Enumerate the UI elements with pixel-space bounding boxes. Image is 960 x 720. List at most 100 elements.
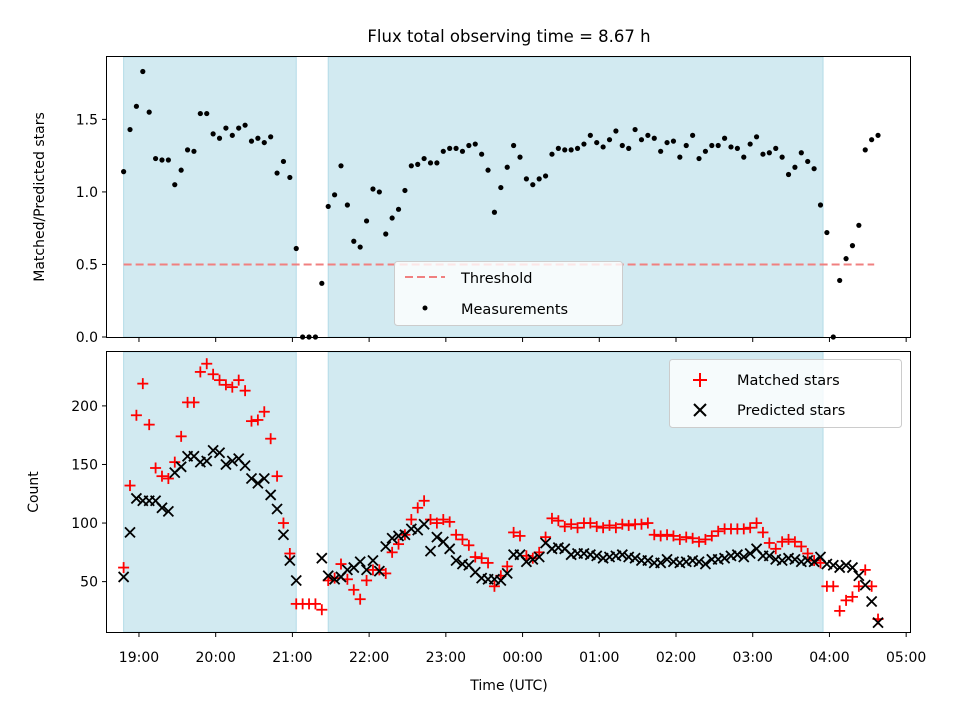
top-plot-frame bbox=[106, 56, 911, 338]
predicted-star-point bbox=[655, 557, 667, 569]
predicted-star-point bbox=[693, 556, 705, 568]
measurement-point bbox=[498, 184, 504, 191]
measurement-point bbox=[159, 157, 165, 163]
measurement-point bbox=[140, 68, 146, 75]
matched-star-point bbox=[386, 546, 398, 558]
measurement-point bbox=[677, 154, 683, 160]
matched-star-point bbox=[604, 519, 616, 531]
y-tick-label: 150 bbox=[71, 457, 98, 473]
measurement-point bbox=[766, 150, 772, 156]
measurement-point bbox=[811, 166, 817, 172]
predicted-star-point bbox=[718, 552, 731, 564]
measurement-point bbox=[574, 145, 581, 151]
matched-star-point bbox=[789, 536, 801, 548]
measurement-point bbox=[670, 138, 677, 144]
matched-star-point bbox=[648, 529, 660, 541]
predicted-star-point bbox=[444, 543, 456, 555]
measurement-point bbox=[600, 144, 606, 150]
matched-star-point bbox=[655, 530, 667, 542]
matched-star-point bbox=[661, 529, 673, 541]
matched-star-point bbox=[412, 502, 424, 514]
y-tick-label: 0.5 bbox=[76, 257, 98, 273]
measurement-point bbox=[875, 132, 881, 138]
matched-star-point bbox=[284, 548, 296, 560]
measurement-point bbox=[523, 176, 530, 182]
y-tick-label: 200 bbox=[71, 399, 98, 415]
matched-star-point bbox=[642, 517, 654, 529]
predicted-star-point bbox=[808, 556, 820, 568]
measurement-point bbox=[849, 243, 856, 249]
measurement-point bbox=[626, 145, 632, 151]
predicted-star-point bbox=[834, 561, 846, 574]
predicted-star-point bbox=[763, 550, 775, 562]
y-tick-label: 100 bbox=[71, 516, 98, 532]
matched-star-point bbox=[706, 530, 718, 542]
measurement-point bbox=[178, 167, 184, 173]
measurement-point bbox=[536, 176, 542, 182]
matched-star-point bbox=[469, 551, 481, 563]
matched-star-point bbox=[552, 515, 564, 527]
matched-star-point bbox=[738, 523, 750, 535]
measurement-point bbox=[562, 147, 568, 153]
matched-star-point bbox=[194, 366, 206, 378]
matched-star-point bbox=[425, 514, 437, 526]
predicted-star-point bbox=[629, 552, 641, 564]
measurement-point bbox=[843, 256, 849, 262]
predicted-star-point bbox=[386, 532, 398, 544]
predicted-star-point bbox=[616, 549, 628, 561]
matched-star-point bbox=[245, 415, 257, 427]
predicted-star-point bbox=[424, 545, 437, 557]
matched-star-point bbox=[687, 532, 699, 544]
predicted-star-point bbox=[840, 559, 852, 571]
predicted-star-point bbox=[866, 595, 878, 608]
matched-star-point bbox=[591, 521, 603, 533]
predicted-star-point bbox=[738, 551, 750, 563]
predicted-star-point bbox=[322, 570, 334, 582]
predicted-star-point bbox=[367, 554, 379, 567]
matched-star-point bbox=[169, 456, 181, 468]
measurement-point bbox=[427, 160, 434, 166]
measurement-point bbox=[165, 157, 171, 163]
measurement-point bbox=[779, 154, 785, 160]
predicted-star-point bbox=[744, 547, 756, 560]
predicted-star-point bbox=[527, 553, 539, 566]
predicted-star-point bbox=[872, 616, 884, 629]
predicted-star-point bbox=[117, 571, 130, 583]
matched-star-point bbox=[834, 605, 846, 617]
measurement-point bbox=[255, 135, 261, 141]
predicted-star-point bbox=[853, 570, 865, 582]
measurement-point bbox=[696, 155, 702, 162]
matched-star-point bbox=[143, 419, 155, 431]
matched-star-point bbox=[214, 374, 226, 386]
matched-star-point bbox=[827, 580, 839, 592]
x-tick-label: 23:00 bbox=[426, 650, 466, 666]
x-tick-label: 00:00 bbox=[502, 650, 542, 666]
predicted-star-point bbox=[277, 529, 290, 541]
x-tick-label: 20:00 bbox=[196, 650, 236, 666]
measurement-point bbox=[383, 231, 389, 237]
top-legend-frame bbox=[394, 261, 623, 326]
matched-star-point bbox=[156, 470, 168, 482]
measurement-point bbox=[817, 202, 824, 208]
matched-star-point bbox=[463, 539, 475, 551]
matched-star-point bbox=[757, 526, 769, 538]
measurement-point bbox=[376, 189, 382, 195]
matched-star-point bbox=[776, 536, 788, 548]
measurement-point bbox=[542, 173, 549, 179]
measurement-point bbox=[146, 109, 152, 115]
x-tick-label: 01:00 bbox=[579, 650, 619, 666]
matched-star-point bbox=[316, 604, 328, 616]
predicted-star-point bbox=[354, 556, 366, 568]
measurement-point bbox=[479, 151, 485, 157]
matched-star-point bbox=[853, 580, 865, 592]
measurement-point bbox=[325, 203, 331, 210]
matched-star-point bbox=[162, 473, 174, 485]
top-y-axis: 0.0 0.5 1.0 1.5 bbox=[76, 112, 107, 346]
x-axis-label: Time (UTC) bbox=[469, 678, 547, 694]
y-tick-label: 0.0 bbox=[76, 330, 98, 346]
predicted-star-point bbox=[418, 518, 430, 530]
bottom-legend: Matched stars Predicted stars bbox=[669, 359, 902, 428]
predicted-star-point bbox=[591, 550, 603, 562]
measurement-point bbox=[619, 142, 625, 149]
